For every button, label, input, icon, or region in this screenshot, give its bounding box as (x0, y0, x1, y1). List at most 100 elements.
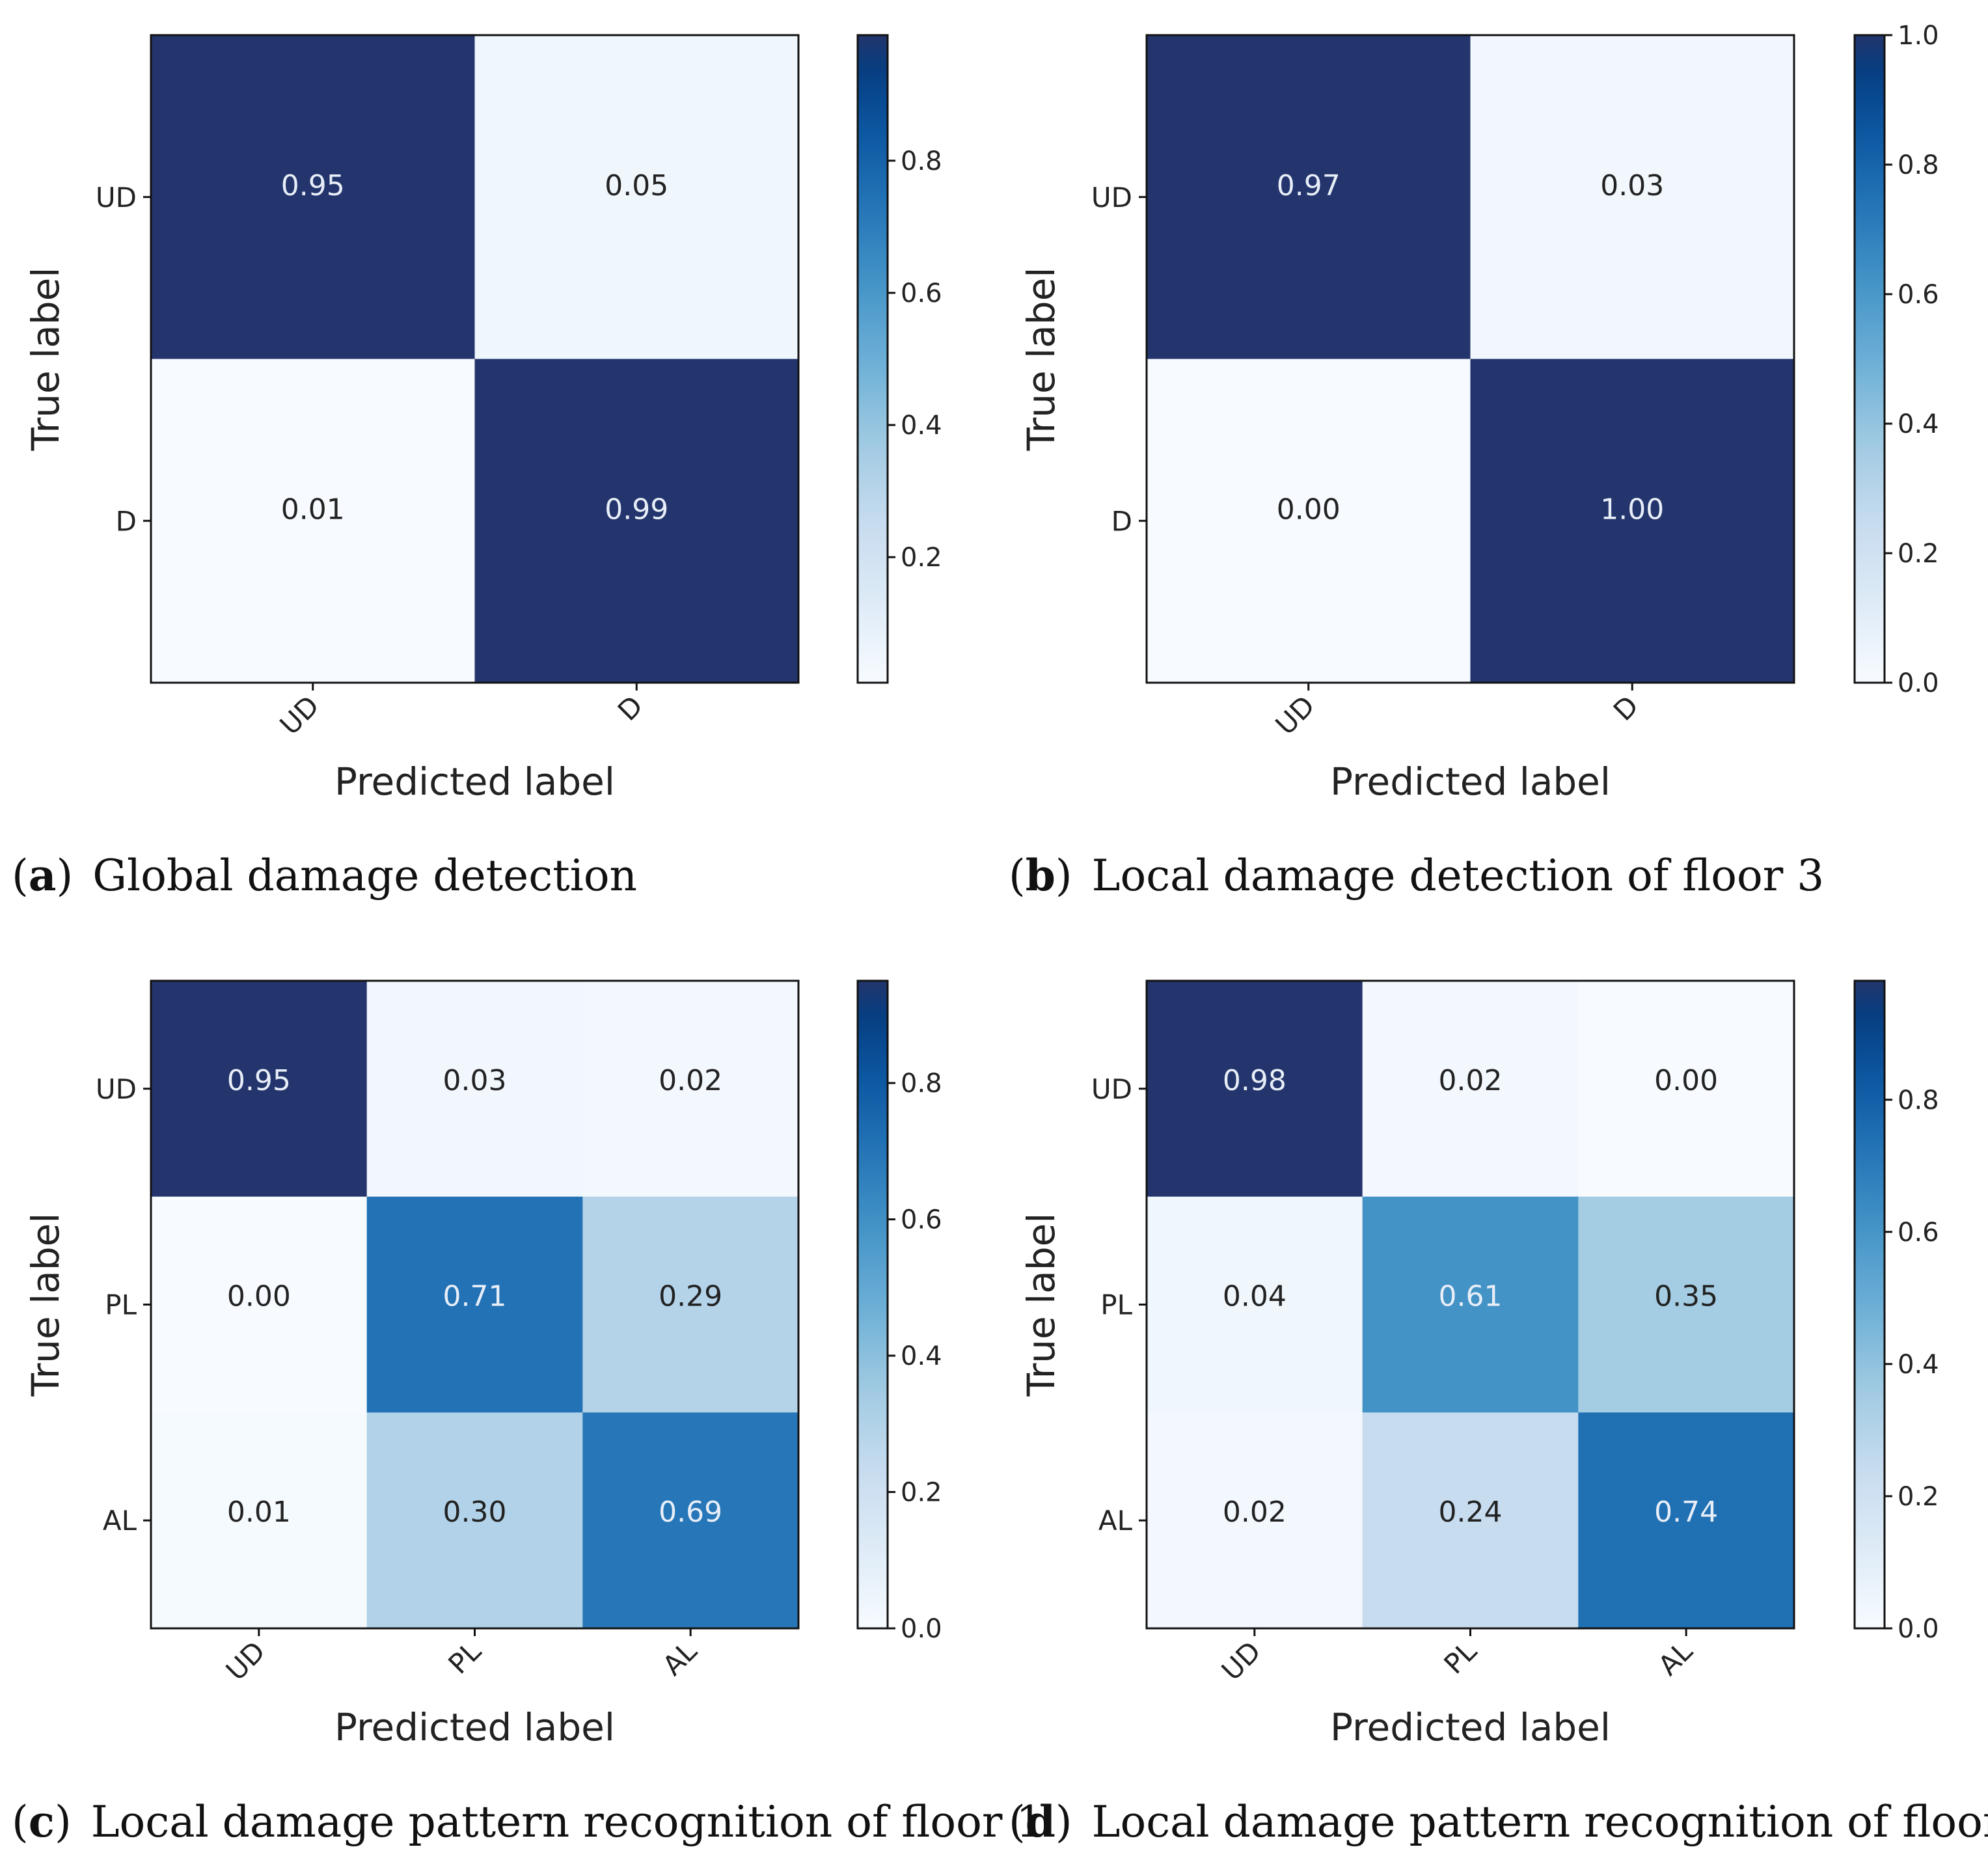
colorbar-tick-label: 0.4 (1898, 1350, 1939, 1380)
heatmap-cell (366, 1196, 583, 1413)
heatmap-cell (1470, 359, 1795, 683)
colorbar-frame (1853, 979, 1886, 1630)
colorbar-tick-label: 0.8 (1898, 150, 1939, 180)
colorbar-frame (856, 979, 889, 1630)
cell-value-label: 0.02 (659, 1064, 722, 1097)
confusion-matrix-panel-d: 0.98 0.02 0.00 0.04 0.61 0.35 0.02 0.24 0.74 UD PL… (1009, 979, 1988, 1847)
colorbar-tick-label: 0.0 (1898, 668, 1939, 698)
x-axis-label: Predicted label (334, 1705, 615, 1749)
caption-letter: b (1026, 850, 1055, 901)
cell-value-label: 1.00 (1600, 493, 1664, 526)
colorbar-tick-label: 0.2 (901, 543, 942, 573)
colorbar-tick-label: 0.8 (901, 146, 942, 176)
heatmap-cell (151, 1196, 368, 1413)
heatmap-cell (151, 35, 475, 359)
cell-value-label: 0.02 (1223, 1496, 1287, 1529)
heatmap-cell (1578, 1196, 1795, 1413)
cell-value-label: 0.99 (605, 493, 668, 526)
colorbar-tick-label: 0.4 (901, 411, 942, 441)
colorbar-tick-label: 0.8 (1898, 1086, 1939, 1115)
y-axis-label: True label (1019, 1213, 1063, 1397)
heatmap-frame (1145, 34, 1795, 684)
caption-paren-open: ( (1009, 851, 1026, 901)
y-tick-label: D (1111, 505, 1132, 537)
y-tick-label: AL (103, 1505, 137, 1537)
heatmap-cell (366, 981, 583, 1198)
heatmap-cell (1147, 35, 1471, 359)
caption-text: Local damage pattern recognition of floo… (91, 1797, 1044, 1847)
heatmap-cell (1147, 1196, 1363, 1413)
colorbar-tick-label: 0.0 (1898, 1614, 1939, 1644)
heatmap-cell (151, 1412, 368, 1629)
cell-value-label: 0.74 (1654, 1496, 1718, 1529)
heatmap-cell (582, 981, 799, 1198)
y-axis-label: True label (23, 267, 68, 452)
heatmap-cell (1578, 981, 1795, 1198)
caption-paren-close: ) (1055, 851, 1072, 901)
heatmap-cell (474, 35, 799, 359)
colorbar (858, 981, 888, 1628)
colorbar-tick-label: 0.2 (1898, 1482, 1939, 1512)
heatmap-cell (151, 359, 475, 683)
cell-value-label: 0.00 (227, 1280, 291, 1313)
y-tick-label: UD (96, 182, 137, 213)
cell-value-label: 0.29 (659, 1280, 722, 1313)
colorbar-tick-label: 0.0 (901, 1614, 942, 1644)
cell-value-label: 0.01 (281, 493, 345, 526)
heatmap-cell (151, 981, 368, 1198)
caption-letter: c (29, 1796, 55, 1847)
subfigure-caption: ( c) Local damage pattern recognition of f… (12, 1796, 1043, 1847)
subfigure-caption: (d) Local damage pattern recognition of f… (1009, 1796, 1988, 1847)
cell-value-label: 0.61 (1439, 1280, 1503, 1313)
cell-value-label: 0.04 (1223, 1280, 1287, 1313)
cell-value-label: 0.00 (1654, 1064, 1718, 1097)
caption-paren-close: ) (55, 1797, 72, 1847)
cell-value-label: 0.05 (605, 169, 668, 202)
colorbar-tick-label: 0.6 (1898, 1218, 1939, 1248)
x-axis-label: Predicted label (1330, 760, 1611, 804)
subfigure-caption: (a) Global damage detection (12, 850, 637, 901)
caption-paren-close: ) (57, 851, 74, 901)
heatmap-cell (1362, 1196, 1579, 1413)
cell-value-label: 0.95 (281, 169, 345, 202)
y-tick-label: UD (1091, 1073, 1132, 1105)
caption-text: Global damage detection (92, 851, 637, 901)
heatmap-cell (1147, 359, 1471, 683)
cell-value-label: 0.00 (1277, 493, 1341, 526)
caption-letter: d (1026, 1796, 1055, 1847)
cell-value-label: 0.30 (443, 1496, 507, 1529)
cell-value-label: 0.71 (443, 1280, 507, 1313)
heatmap-cell (582, 1412, 799, 1629)
y-tick-label: PL (1100, 1289, 1132, 1321)
y-tick-label: PL (105, 1289, 137, 1321)
colorbar-tick-label: 0.2 (901, 1478, 942, 1508)
caption-paren-open: ( (1009, 1797, 1026, 1847)
heatmap-cell (1362, 981, 1579, 1198)
colorbar-tick-label: 0.2 (1898, 539, 1939, 569)
cell-value-label: 0.69 (659, 1496, 722, 1529)
colorbar-tick-label: 0.4 (901, 1341, 942, 1371)
y-axis-label: True label (1019, 267, 1063, 452)
x-axis-label: Predicted label (1330, 1705, 1611, 1749)
y-tick-label: UD (96, 1073, 137, 1105)
cell-value-label: 0.97 (1277, 169, 1341, 202)
heatmap-cell (366, 1412, 583, 1629)
heatmap-frame (150, 34, 800, 684)
cell-value-label: 0.35 (1654, 1280, 1718, 1313)
cell-value-label: 0.98 (1223, 1064, 1287, 1097)
caption-paren-open: ( (12, 851, 29, 901)
colorbar (1855, 35, 1885, 683)
cell-value-label: 0.03 (443, 1064, 507, 1097)
y-tick-label: UD (1091, 182, 1132, 213)
heatmap-cell (474, 359, 799, 683)
heatmap-cell (1147, 1412, 1363, 1629)
cell-value-label: 0.03 (1600, 169, 1664, 202)
heatmap-cell (1578, 1412, 1795, 1629)
colorbar-frame (856, 34, 889, 684)
heatmap-cell (1470, 35, 1795, 359)
subfigure-caption: (b) Local damage detection of floor 3 (1009, 850, 1824, 901)
caption-paren-close: ) (1055, 1797, 1072, 1847)
